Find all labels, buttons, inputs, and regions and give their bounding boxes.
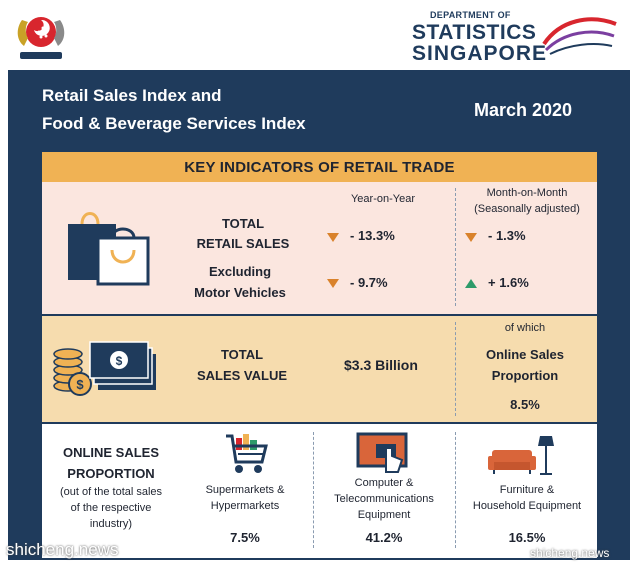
singapore-wordmark: SINGAPORE (412, 42, 548, 65)
online-sales-label-1: Online Sales (485, 347, 565, 362)
shopping-cart-icon (224, 432, 270, 476)
excl-motor-label-1: Excluding (208, 264, 272, 279)
total-mom-value: - 1.3% (488, 228, 526, 243)
excl-mom-value: + 1.6% (488, 275, 529, 290)
down-arrow-icon (327, 233, 339, 242)
cat1-pct: 7.5% (230, 530, 260, 545)
online-heading-2: PROPORTION (67, 466, 155, 481)
online-proportion-panel (42, 424, 597, 558)
down-arrow-icon (465, 233, 477, 242)
statistics-wordmark: STATISTICS (412, 21, 537, 44)
online-sales-pct: 8.5% (510, 397, 540, 412)
dept-of-label: DEPARTMENT OF (430, 10, 511, 20)
total-sales-amount: $3.3 Billion (344, 357, 418, 373)
mom-header-line-1: Month-on-Month (486, 187, 568, 199)
excl-yoy-value: - 9.7% (350, 275, 388, 290)
online-note-3: industry) (89, 518, 133, 530)
title-line-2: Food & Beverage Services Index (42, 114, 306, 133)
up-arrow-icon (465, 279, 477, 288)
cat3-pct: 16.5% (508, 530, 546, 545)
mom-header-line-2: (Seasonally adjusted) (474, 203, 580, 215)
divider-dashed (455, 322, 456, 416)
watermark-left: shicheng.news (6, 540, 119, 559)
cat3-label-2: Household Equipment (472, 500, 582, 512)
online-heading-1: ONLINE SALES (62, 445, 160, 460)
down-arrow-icon (327, 279, 339, 288)
of-which-label: of which (504, 322, 546, 334)
yoy-header: Year-on-Year (350, 193, 415, 205)
cat2-pct: 41.2% (365, 530, 403, 545)
total-sales-value-label-2: SALES VALUE (196, 368, 288, 383)
online-note-1: (out of the total sales (59, 486, 163, 498)
money-stack-icon: $ $ (50, 336, 160, 400)
singapore-crest-logo (10, 8, 72, 66)
cat1-label-1: Supermarkets & (205, 484, 285, 496)
online-sales-label-2: Proportion (491, 368, 559, 383)
total-retail-label-2: RETAIL SALES (196, 236, 290, 251)
watermark-right: shicheng.news (530, 546, 610, 560)
divider-dashed (313, 432, 314, 548)
title-line-1: Retail Sales Index and (42, 86, 222, 105)
dos-swoosh-icon (540, 10, 620, 58)
sofa-lamp-icon (486, 432, 558, 478)
total-retail-label-1: TOTAL (221, 216, 265, 231)
online-note-2: of the respective (70, 502, 152, 514)
svg-text:$: $ (76, 377, 84, 392)
divider-dashed (455, 188, 456, 306)
cat2-label-2: Telecommunications (334, 493, 434, 505)
computer-hand-icon (352, 432, 414, 476)
banner-label: KEY INDICATORS OF RETAIL TRADE (184, 158, 455, 176)
total-yoy-value: - 13.3% (350, 228, 395, 243)
cat1-label-2: Hypermarkets (210, 500, 280, 512)
svg-text:$: $ (116, 354, 123, 368)
cat2-label-1: Computer & (354, 477, 414, 489)
excl-motor-label-2: Motor Vehicles (194, 285, 286, 300)
period-label: March 2020 (474, 100, 573, 120)
cat2-label-3: Equipment (357, 509, 411, 521)
divider-dashed (455, 432, 456, 548)
shopping-bags-icon (64, 200, 154, 290)
total-sales-value-label-1: TOTAL (220, 347, 264, 362)
key-indicators-banner: KEY INDICATORS OF RETAIL TRADE (42, 152, 597, 182)
cat3-label-1: Furniture & (499, 484, 555, 496)
